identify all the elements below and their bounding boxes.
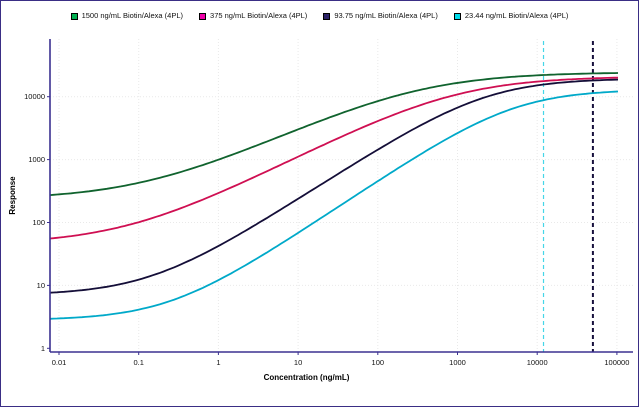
legend-marker-magenta-icon [199,12,207,20]
legend-item-1500: 1500 ng/mL Biotin/Alexa (4PL) [70,11,184,21]
x-tick-label: 0.01 [52,358,67,367]
y-tick-label: 100 [32,218,45,227]
legend-item-375: 375 ng/mL Biotin/Alexa (4PL) [199,11,307,21]
legend-marker-cyan-icon [453,12,461,20]
legend-label: 93.75 ng/mL Biotin/Alexa (4PL) [334,11,438,20]
x-tick-label: 10 [294,358,302,367]
y-tick-label: 1 [41,344,45,353]
x-tick-label: 100 [372,358,385,367]
curve-93-75 [49,78,619,294]
x-axis-title: Concentration (ng/mL) [264,373,350,382]
chart-legend: 1500 ng/mL Biotin/Alexa (4PL) 375 ng/mL … [1,11,638,21]
x-tick-label: 0.1 [133,358,143,367]
legend-label: 23.44 ng/mL Biotin/Alexa (4PL) [464,11,569,20]
curve-375 [49,76,618,240]
legend-item-23-44: 23.44 ng/mL Biotin/Alexa (4PL) [453,11,569,21]
x-tick-label: 1 [216,358,220,367]
y-tick-label: 1000 [28,155,45,164]
legend-label: 375 ng/mL Biotin/Alexa (4PL) [210,11,308,20]
curve-23-44 [49,90,619,320]
legend-item-93-75: 93.75 ng/mL Biotin/Alexa (4PL) [323,11,438,21]
curve-1500 [49,72,619,196]
legend-marker-navy-icon [323,12,331,20]
y-tick-label: 10 [37,281,45,290]
y-axis-title: Response [8,176,17,215]
legend-marker-green-icon [70,12,78,20]
y-tick-label: 10000 [24,92,45,101]
x-tick-label: 100000 [604,358,629,367]
x-tick-label: 10000 [527,358,548,367]
x-tick-label: 1000 [449,358,466,367]
legend-label: 1500 ng/mL Biotin/Alexa (4PL) [81,11,184,20]
